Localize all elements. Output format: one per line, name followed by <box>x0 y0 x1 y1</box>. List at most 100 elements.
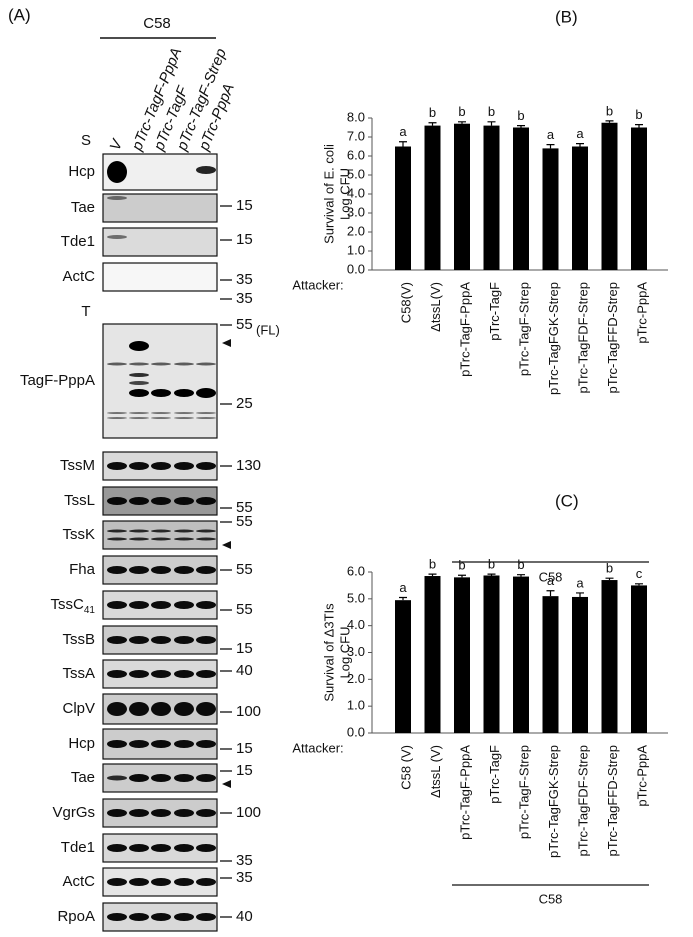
significance-letter: b <box>517 557 524 572</box>
marker-label: 55 <box>236 561 253 578</box>
blot-box <box>102 262 218 292</box>
blot-box <box>102 227 218 257</box>
significance-letter: b <box>458 558 465 573</box>
significance-letter: a <box>399 124 407 139</box>
band <box>129 774 149 782</box>
significance-letter: b <box>606 103 613 118</box>
band <box>151 462 171 470</box>
error-bar <box>605 577 614 581</box>
x-tick-label: pTrc-TagFFD-Strep <box>605 282 620 393</box>
marker-label: 15 <box>236 762 253 779</box>
band <box>107 235 127 239</box>
band <box>107 161 127 183</box>
band <box>129 844 149 852</box>
x-tick-label: pTrc-TagFGK-Strep <box>546 745 561 858</box>
row-label: ActC <box>62 873 95 890</box>
error-bar <box>399 141 407 147</box>
band <box>174 844 194 852</box>
band <box>129 601 149 609</box>
row-label-text: VgrGs <box>52 804 95 821</box>
band <box>174 670 194 678</box>
section-label: S <box>81 132 91 149</box>
band <box>196 601 216 609</box>
panel-label: (A) <box>8 5 31 24</box>
band <box>196 740 216 748</box>
row-label: Hcp <box>68 163 95 180</box>
marker-label: 55 <box>236 316 253 333</box>
band <box>129 878 149 886</box>
bar <box>483 125 500 270</box>
row-label-text: Tde1 <box>61 839 95 856</box>
marker-label: 15 <box>236 740 253 757</box>
panel-label: (C) <box>555 491 579 510</box>
band <box>174 702 194 716</box>
bar <box>631 585 647 733</box>
band <box>151 844 171 852</box>
y-tick-label: 6.0 <box>347 147 365 162</box>
bar <box>572 146 588 270</box>
marker-label: 100 <box>236 703 261 720</box>
x-tick-label: pTrc-TagFDF-Strep <box>575 282 590 393</box>
arrowhead <box>222 541 231 549</box>
band <box>107 462 127 470</box>
marker-label: 15 <box>236 231 253 248</box>
band <box>107 412 127 414</box>
band <box>151 417 171 419</box>
band <box>174 809 194 817</box>
x-tick-label: pTrc-PppA <box>634 282 649 344</box>
row-label: VgrGs <box>52 804 95 821</box>
error-bar <box>428 573 437 577</box>
band <box>196 417 216 419</box>
marker-label: 35 <box>236 852 253 869</box>
lane-label: V <box>107 135 127 152</box>
blot-box <box>102 193 218 223</box>
arrowhead <box>222 780 231 788</box>
row-label: Hcp <box>68 735 95 752</box>
band <box>151 497 171 505</box>
marker-label: 55 <box>236 499 253 516</box>
error-bar <box>546 590 555 597</box>
band <box>196 913 216 921</box>
significance-letter: c <box>636 566 643 581</box>
bar <box>424 125 441 270</box>
bar <box>572 596 588 733</box>
band <box>196 844 216 852</box>
band <box>129 381 149 385</box>
y-tick-label: 4.0 <box>347 185 365 200</box>
band <box>151 809 171 817</box>
row-label-text: Tde1 <box>61 233 95 250</box>
y-tick-label: 4.0 <box>347 617 365 632</box>
error-bar <box>458 121 466 124</box>
x-tick-label: pTrc-TagF-Strep <box>516 282 531 376</box>
x-tick-label: pTrc-TagF-PppA <box>457 745 472 840</box>
row-label: TagF-PppA <box>20 372 95 389</box>
significance-letter: a <box>576 126 584 141</box>
row-label: TssK <box>62 526 95 543</box>
row-label-text: TssB <box>62 631 95 648</box>
band <box>107 601 127 609</box>
significance-letter: a <box>576 575 584 590</box>
row-label-text: Fha <box>69 561 96 578</box>
row-label: Tde1 <box>61 233 95 250</box>
band <box>129 417 149 419</box>
row-label-text: TssL <box>64 492 95 509</box>
band <box>196 702 216 716</box>
bar <box>454 577 470 733</box>
strain-label: C58 <box>143 15 171 32</box>
band <box>151 566 171 574</box>
band <box>196 529 216 533</box>
band <box>174 537 194 541</box>
row-label: TssB <box>62 631 95 648</box>
band <box>196 166 216 174</box>
x-tick-label: pTrc-TagF <box>487 745 502 804</box>
row-label: TssM <box>60 457 95 474</box>
band <box>129 341 149 351</box>
band <box>196 362 216 366</box>
row-label-text: Tae <box>71 769 95 786</box>
x-tick-label: C58(V) <box>398 282 413 323</box>
significance-letter: b <box>458 104 465 119</box>
band <box>174 740 194 748</box>
bar <box>513 576 529 733</box>
band <box>196 636 216 644</box>
band <box>174 878 194 886</box>
